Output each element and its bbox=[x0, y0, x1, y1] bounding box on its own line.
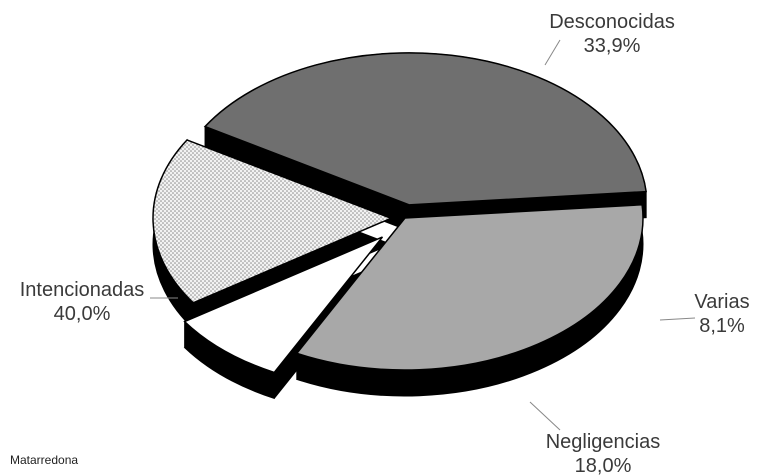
slice-name: Negligencias bbox=[546, 431, 661, 453]
slice-name: Intencionadas bbox=[20, 279, 145, 301]
slice-value: 8,1% bbox=[699, 315, 745, 337]
slice-varias bbox=[183, 236, 384, 374]
slice-label-varias: Varias 8,1% bbox=[694, 291, 749, 337]
pie-tops bbox=[152, 52, 647, 374]
slice-negligencias bbox=[152, 139, 393, 304]
slice-value: 33,9% bbox=[584, 35, 641, 57]
slice-intencionadas bbox=[203, 52, 647, 206]
credit-text: Matarredona bbox=[10, 453, 78, 467]
slice-label-intencionadas: Intencionadas 40,0% bbox=[20, 279, 145, 325]
slice-name: Varias bbox=[694, 291, 749, 313]
leader-line-negligencias bbox=[529, 401, 561, 431]
leader-lines bbox=[150, 39, 696, 431]
slice-label-negligencias: Negligencias 18,0% bbox=[546, 431, 661, 475]
slice-value: 40,0% bbox=[54, 303, 111, 325]
slice-desconocidas bbox=[295, 203, 644, 371]
leader-line-desconocidas bbox=[544, 39, 561, 66]
slice-name: Desconocidas bbox=[549, 11, 675, 33]
leader-line-varias bbox=[659, 317, 696, 321]
slice-label-desconocidas: Desconocidas 33,9% bbox=[549, 11, 675, 57]
slice-labels: Desconocidas 33,9% Varias 8,1% Negligencias 1… bbox=[20, 11, 750, 475]
slice-value: 18,0% bbox=[575, 455, 632, 475]
